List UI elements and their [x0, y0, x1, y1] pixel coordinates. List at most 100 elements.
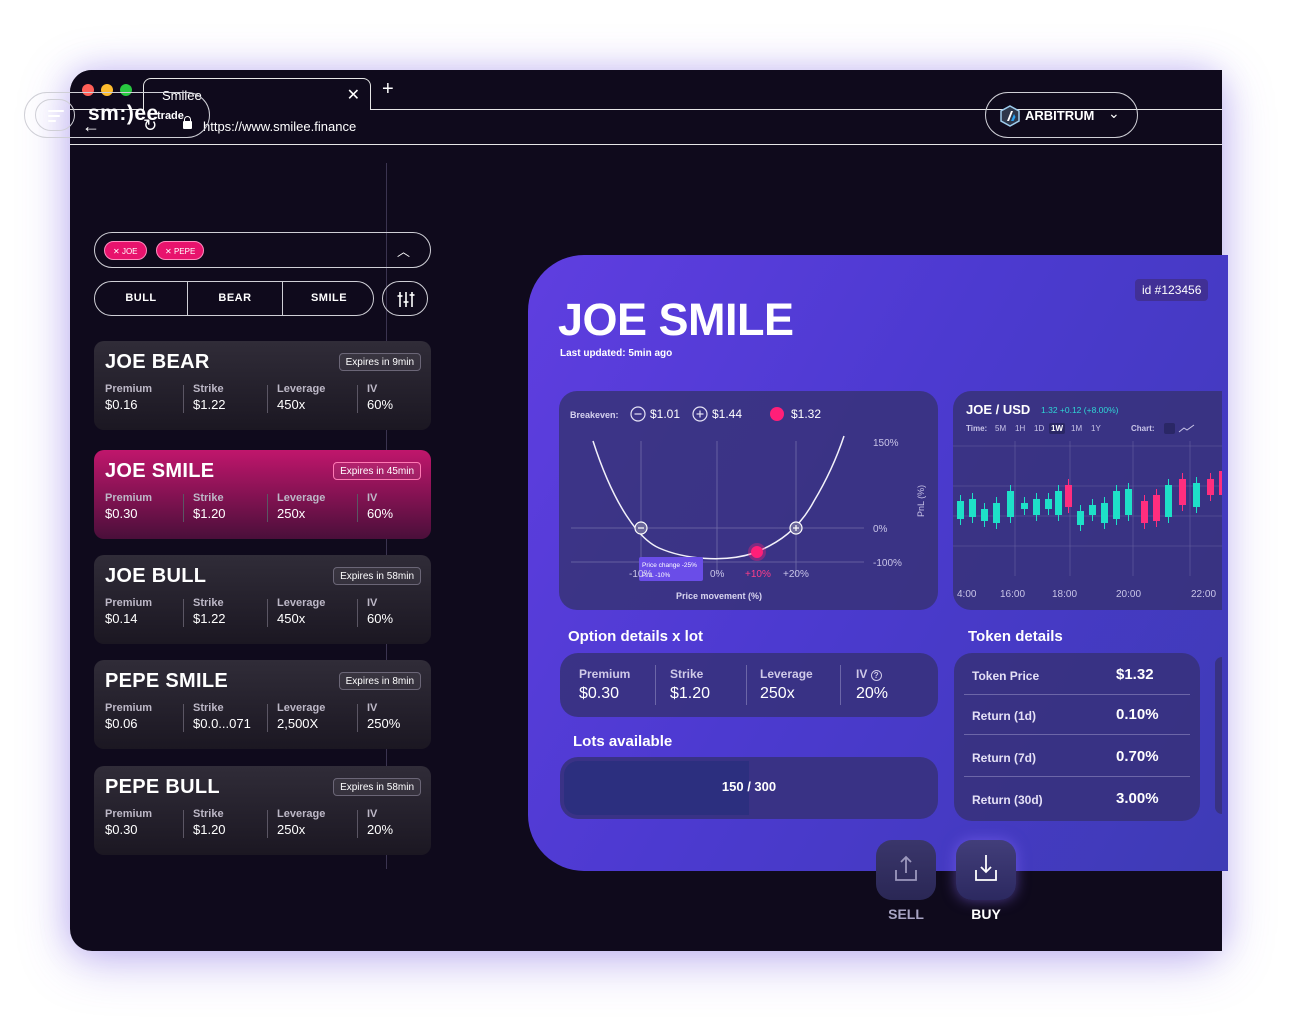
card-stat-divider	[183, 385, 184, 413]
segment-divider	[187, 282, 188, 315]
option-id-badge: id #123456	[1135, 279, 1209, 301]
filter-settings-button[interactable]	[382, 281, 428, 316]
minimize-window-dot[interactable]	[101, 84, 113, 96]
range-1w[interactable]: 1W	[1051, 424, 1063, 433]
download-icon	[975, 855, 997, 881]
chip-pepe[interactable]: ✕ PEPE	[156, 241, 205, 260]
x-tick: +20%	[783, 569, 809, 580]
sliders-icon	[397, 292, 415, 307]
pnl-grid	[571, 441, 864, 576]
candle-body	[1055, 491, 1062, 515]
pnl-chart: Breakeven: $1.01 $1.44 $1.32 Price chang…	[570, 406, 926, 601]
candle-body	[1045, 499, 1052, 509]
range-1d[interactable]: 1D	[1034, 424, 1044, 433]
tab-bar: Smilee ✕ +	[70, 70, 1222, 111]
candle-body	[1007, 491, 1014, 517]
reload-icon[interactable]: ↻	[143, 116, 158, 135]
pnl-tooltip	[639, 557, 703, 581]
sell-button[interactable]	[876, 840, 936, 900]
close-window-dot[interactable]	[82, 84, 94, 96]
card-title: PEPE BULL	[105, 776, 220, 798]
last-updated: Last updated: 5min ago	[560, 348, 673, 359]
card-stat-label: Strike	[193, 492, 224, 504]
card-stat-premium: Premium $0.30	[105, 808, 152, 837]
pair-label: JOE / USD	[966, 402, 1030, 417]
tooltip-line-1: Price change -25%	[642, 562, 697, 569]
breakeven-high: $1.44	[712, 407, 742, 421]
chip-joe[interactable]: ✕ JOE	[104, 241, 147, 260]
card-stat-divider	[183, 810, 184, 838]
chevron-down-icon: ⌄	[1108, 105, 1120, 121]
card-stat-label: Leverage	[277, 808, 326, 820]
range-1h[interactable]: 1H	[1015, 424, 1025, 433]
address-bar: ← ↻ https://www.smilee.finance	[70, 110, 1222, 145]
candle-body	[1113, 491, 1120, 519]
card-title: JOE BULL	[105, 565, 207, 587]
card-stat-divider	[183, 704, 184, 732]
detail-label: Premium	[579, 667, 631, 681]
option-card[interactable]: PEPE BULL Expires in 58min Premium $0.30…	[94, 766, 431, 855]
chevron-up-icon[interactable]: ︿	[396, 244, 410, 259]
menu-button[interactable]	[35, 99, 75, 131]
card-stat-iv: IV 250%	[367, 702, 400, 731]
token-row-value: 0.70%	[1116, 748, 1159, 765]
card-stat-strike: Strike $0.0...071	[193, 702, 251, 731]
lots-progress-text: 150 / 300	[721, 779, 777, 794]
tab-close-icon[interactable]: ✕	[346, 87, 360, 104]
card-stat-label: IV	[367, 808, 378, 820]
range-5m[interactable]: 5M	[995, 424, 1006, 433]
option-card[interactable]: PEPE SMILE Expires in 8min Premium $0.06…	[94, 660, 431, 749]
breakeven-label: Breakeven:	[570, 410, 619, 420]
expiry-badge: Expires in 45min	[333, 462, 421, 480]
card-stat-leverage: Leverage 450x	[277, 597, 325, 626]
candle-body	[1207, 479, 1214, 495]
card-stat-value: $0.16	[105, 397, 138, 412]
card-stat-divider	[267, 385, 268, 413]
new-tab-icon[interactable]: +	[382, 78, 394, 100]
option-card[interactable]: JOE SMILE Expires in 45min Premium $0.30…	[94, 450, 431, 539]
buy-label: BUY	[971, 906, 1001, 922]
x-tick: +10%	[745, 569, 771, 580]
maximize-window-dot[interactable]	[120, 84, 132, 96]
browser-tab[interactable]: Smilee ✕	[143, 78, 371, 111]
segment-bull[interactable]: BULL	[125, 292, 157, 304]
card-stat-premium: Premium $0.14	[105, 597, 152, 626]
token-row-value: 0.10%	[1116, 706, 1159, 723]
candle-body	[969, 499, 976, 517]
expiry-badge: Expires in 58min	[333, 778, 421, 796]
url-text[interactable]: https://www.smilee.finance	[203, 119, 357, 134]
card-stat-value: $0.06	[105, 716, 138, 731]
card-stat-leverage: Leverage 250x	[277, 808, 325, 837]
card-stat-value: $1.22	[193, 611, 226, 626]
card-stat-label: Premium	[105, 702, 153, 714]
info-icon[interactable]: ?	[870, 670, 882, 681]
range-1m[interactable]: 1M	[1071, 424, 1082, 433]
detail-label: Leverage	[760, 667, 813, 681]
card-stat-value: 60%	[367, 506, 394, 521]
card-stat-divider	[183, 494, 184, 522]
card-stat-label: IV	[367, 383, 378, 395]
back-arrow-icon[interactable]: ←	[82, 116, 100, 136]
current-position-marker[interactable]	[751, 546, 763, 558]
segment-bear[interactable]: BEAR	[218, 292, 252, 304]
detail-iv: IV ? 20%	[856, 667, 888, 703]
segment-smile[interactable]: SMILE	[310, 292, 348, 304]
card-stat-iv: IV 60%	[367, 597, 393, 626]
candle-body	[1021, 503, 1028, 509]
line-chart-toggle-icon[interactable]	[1178, 424, 1195, 433]
network-selector[interactable]: ARBITRUM ⌄	[985, 92, 1138, 138]
candles	[957, 471, 1222, 531]
candle-chart-toggle-icon[interactable]	[1164, 423, 1175, 434]
card-stat-divider	[357, 385, 358, 413]
card-stat-divider	[267, 704, 268, 732]
card-stat-value: $0.0...071	[193, 716, 251, 731]
upload-icon	[895, 855, 917, 881]
range-1y[interactable]: 1Y	[1091, 424, 1101, 433]
buy-button[interactable]	[956, 840, 1016, 900]
card-stat-divider	[267, 810, 268, 838]
card-title: JOE BEAR	[105, 351, 210, 373]
option-card[interactable]: JOE BULL Expires in 58min Premium $0.14 …	[94, 555, 431, 644]
lots-progress: 150 / 300	[560, 757, 938, 819]
option-card[interactable]: JOE BEAR Expires in 9min Premium $0.16 S…	[94, 341, 431, 430]
token-filter[interactable]: ✕ JOE ✕ PEPE ︿	[94, 232, 431, 268]
